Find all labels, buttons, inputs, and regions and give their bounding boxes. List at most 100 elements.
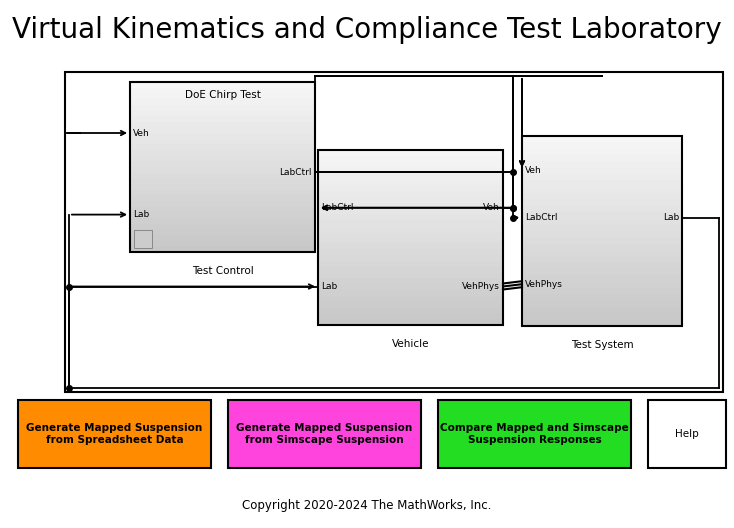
Text: Test Control: Test Control [192, 266, 253, 276]
Bar [318, 173, 503, 179]
Bar [522, 199, 682, 206]
Bar [130, 155, 315, 162]
Bar [318, 167, 503, 173]
Bar [522, 275, 682, 281]
Bar [318, 289, 503, 296]
Bar [522, 294, 682, 300]
Bar [130, 116, 315, 121]
Bar [18, 400, 211, 468]
Bar [130, 229, 315, 235]
Bar [318, 214, 503, 220]
Bar [522, 174, 682, 181]
Bar [522, 300, 682, 307]
Bar [522, 180, 682, 187]
Bar [318, 254, 503, 261]
Bar [130, 201, 315, 206]
Bar [318, 184, 503, 191]
Bar [130, 81, 315, 88]
Bar [522, 224, 682, 231]
Bar [130, 195, 315, 201]
Text: DoE Chirp Test: DoE Chirp Test [184, 90, 261, 100]
Bar [318, 307, 503, 313]
Bar [522, 155, 682, 162]
Bar [648, 400, 726, 468]
Bar [130, 212, 315, 218]
Text: Test System: Test System [571, 340, 633, 350]
Bar [318, 295, 503, 301]
Bar [318, 231, 503, 238]
Bar [522, 161, 682, 168]
Bar [522, 287, 682, 294]
Bar [522, 243, 682, 250]
Text: VehPhys: VehPhys [525, 280, 563, 289]
Text: VehPhys: VehPhys [462, 282, 500, 291]
Bar [318, 202, 503, 209]
Text: LabCtrl: LabCtrl [280, 167, 312, 176]
Text: Generate Mapped Suspension
from Simscape Suspension: Generate Mapped Suspension from Simscape… [236, 423, 413, 445]
Bar [228, 400, 421, 468]
Bar [130, 82, 315, 252]
Bar [130, 93, 315, 99]
Bar [318, 237, 503, 243]
Bar [130, 183, 315, 190]
Bar [318, 272, 503, 278]
Bar [130, 149, 315, 156]
Bar [130, 206, 315, 212]
Bar [318, 313, 503, 319]
Bar [522, 262, 682, 269]
Bar [318, 249, 503, 255]
Bar [130, 240, 315, 247]
Bar [130, 133, 315, 139]
Text: Veh: Veh [133, 128, 150, 137]
Bar [318, 284, 503, 290]
Bar [318, 266, 503, 272]
Bar [318, 149, 503, 156]
Bar [522, 142, 682, 149]
Bar [134, 230, 152, 248]
Bar [130, 234, 315, 241]
Bar [318, 301, 503, 307]
Bar [318, 243, 503, 249]
Bar [318, 150, 503, 325]
Bar [130, 178, 315, 184]
Bar [318, 220, 503, 226]
Bar [130, 138, 315, 144]
Bar [318, 190, 503, 196]
Text: Help: Help [675, 429, 699, 439]
Bar [318, 208, 503, 214]
Bar [130, 87, 315, 93]
Text: Veh: Veh [525, 166, 542, 175]
Bar [130, 161, 315, 167]
Bar [522, 319, 682, 326]
Bar [130, 189, 315, 195]
Bar [130, 246, 315, 252]
Bar [130, 218, 315, 224]
Bar [130, 172, 315, 178]
Bar [318, 260, 503, 267]
Bar [130, 104, 315, 110]
Bar [522, 212, 682, 219]
Text: Copyright 2020-2024 The MathWorks, Inc.: Copyright 2020-2024 The MathWorks, Inc. [242, 499, 492, 513]
Bar [522, 256, 682, 262]
Bar [318, 178, 503, 185]
Bar [318, 278, 503, 284]
Bar [318, 225, 503, 232]
Bar [130, 110, 315, 116]
Text: Lab: Lab [663, 213, 679, 222]
Bar [318, 196, 503, 203]
Bar [522, 237, 682, 243]
Bar [318, 161, 503, 167]
Bar [522, 136, 682, 326]
Bar [522, 313, 682, 319]
Bar [522, 205, 682, 212]
Text: Generate Mapped Suspension
from Spreadsheet Data: Generate Mapped Suspension from Spreadsh… [26, 423, 203, 445]
Bar [522, 167, 682, 174]
Bar [522, 186, 682, 193]
Bar [130, 127, 315, 133]
Bar [130, 121, 315, 127]
Bar [522, 268, 682, 275]
Bar [318, 318, 503, 325]
Bar [522, 230, 682, 237]
Bar [522, 306, 682, 313]
Text: Virtual Kinematics and Compliance Test Laboratory: Virtual Kinematics and Compliance Test L… [12, 16, 722, 44]
